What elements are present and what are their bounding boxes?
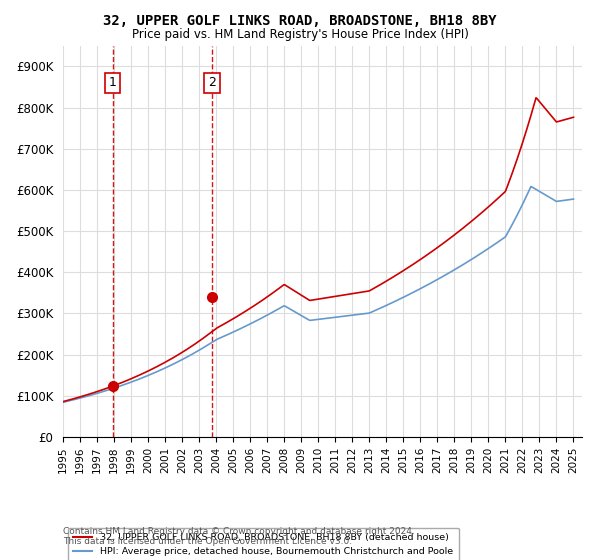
Legend: 32, UPPER GOLF LINKS ROAD, BROADSTONE, BH18 8BY (detached house), HPI: Average p: 32, UPPER GOLF LINKS ROAD, BROADSTONE, B… (68, 528, 458, 560)
Text: Price paid vs. HM Land Registry's House Price Index (HPI): Price paid vs. HM Land Registry's House … (131, 28, 469, 41)
Text: 1: 1 (109, 77, 116, 90)
Text: 2: 2 (208, 77, 216, 90)
Text: Contains HM Land Registry data © Crown copyright and database right 2024.
This d: Contains HM Land Registry data © Crown c… (63, 526, 415, 546)
Text: 32, UPPER GOLF LINKS ROAD, BROADSTONE, BH18 8BY: 32, UPPER GOLF LINKS ROAD, BROADSTONE, B… (103, 14, 497, 28)
